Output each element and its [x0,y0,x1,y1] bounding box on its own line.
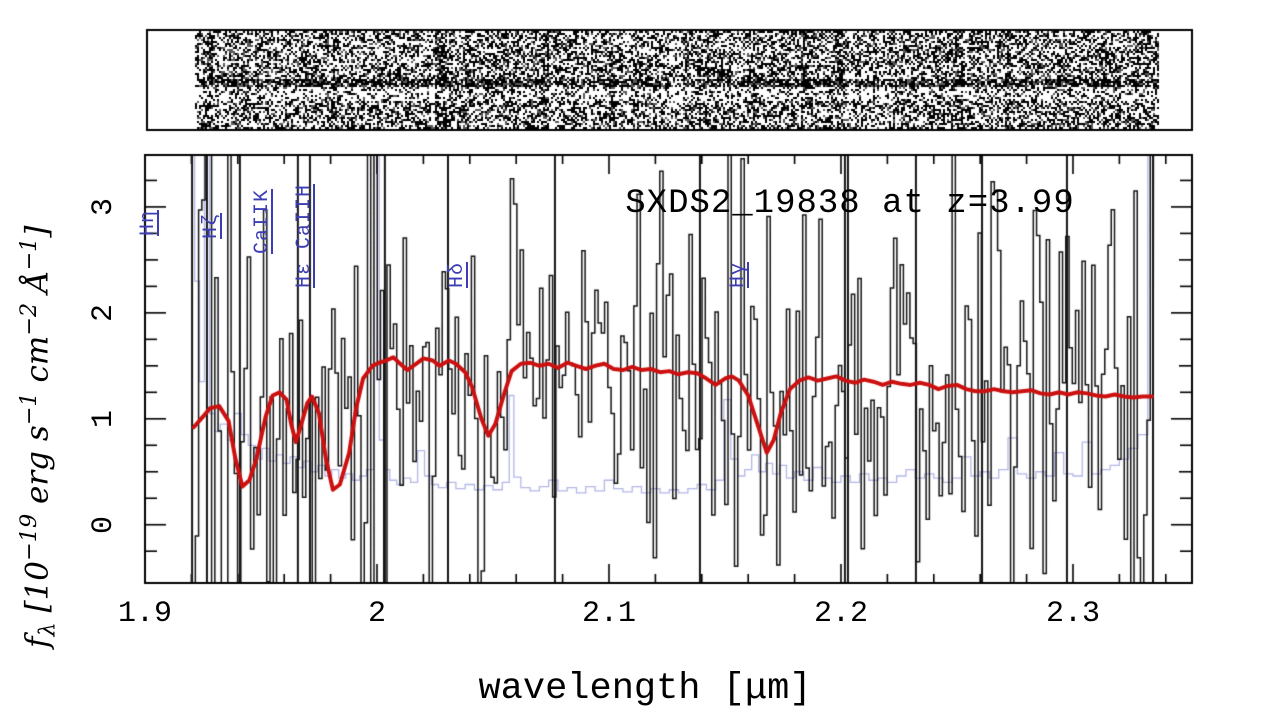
spectral-line-label: Hε CaIIH [292,183,316,288]
ylabel-exponent-1: −19 [16,513,42,561]
y-tick-label: 0 [87,515,121,534]
ylabel-exponent-2: −1 [16,392,42,426]
x-tick-label: 2.3 [1045,597,1100,631]
plot-title: SXDS2_19838 at z=3.99 [625,185,1075,223]
x-axis-label: wavelength [μm] [478,668,812,710]
x-tick-label: 2.2 [813,597,868,631]
y-tick-label: 2 [87,303,121,322]
ylabel-lambda-subscript: λ [34,622,61,637]
x-tick-label: 2.1 [581,597,636,631]
ylabel-erg-s: erg s [19,425,56,514]
ylabel-cm: cm [19,335,56,393]
ylabel-bracket: [10 [19,560,56,623]
x-tick-label: 2 [367,597,386,631]
spectral-line-label: Hζ [200,212,224,239]
ylabel-f: f [19,636,56,648]
x-tick-label: 1.9 [117,597,173,631]
ylabel-exponent-3: −2 [16,302,42,336]
y-tick-label: 1 [87,409,121,428]
spectral-line-label: Hδ [446,261,470,288]
spectral-line-label: CaIIK [251,188,275,254]
y-tick-label: 3 [87,197,121,216]
ylabel-angstrom: Å [19,270,56,303]
spectral-line-label: Hγ [726,261,750,288]
ylabel-exponent-4: −1 [16,237,42,271]
ylabel-close-bracket: ] [19,225,56,238]
y-axis-label: fλ [10−19 erg s−1 cm−2 Å−1] [16,226,61,648]
spectral-line-label: Hη [137,209,161,236]
